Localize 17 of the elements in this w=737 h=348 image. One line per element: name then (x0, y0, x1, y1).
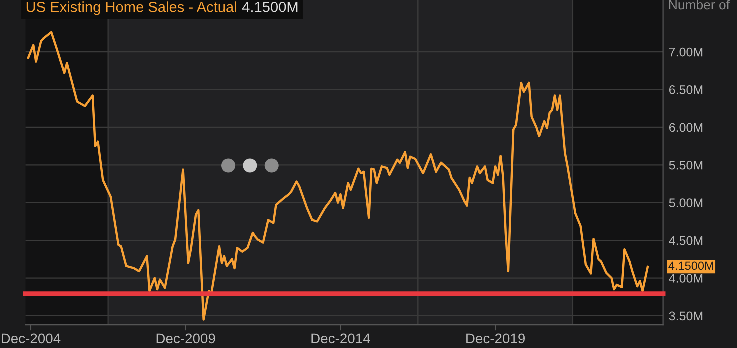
y-tick-label: 3.50M (669, 312, 703, 321)
annotation: 4.1500M (668, 262, 714, 270)
y-axis-title: Number of (669, 0, 730, 10)
y-tick-label: 5.50M (669, 160, 703, 170)
y-tick-label: 7.00M (669, 48, 703, 57)
chart-subtitle: 4.1500M (242, 2, 298, 12)
line-series (27, 31, 650, 321)
x-tick-label: Dec-2019 (466, 334, 526, 344)
x-tick-label: Dec-2009 (156, 334, 216, 344)
y-tick-label: 6.50M (669, 86, 703, 94)
y-tick-label: 4.50M (669, 236, 703, 246)
x-tick-label: Dec-2004 (2, 334, 61, 344)
chart-title: US Existing Home Sales - Actual (26, 2, 236, 16)
y-tick-label: 6.00M (669, 123, 703, 132)
x-tick-label: Dec-2014 (312, 334, 370, 344)
y-tick-label: 5.00M (669, 198, 703, 208)
y-tick-label: 4.00M (669, 274, 703, 283)
